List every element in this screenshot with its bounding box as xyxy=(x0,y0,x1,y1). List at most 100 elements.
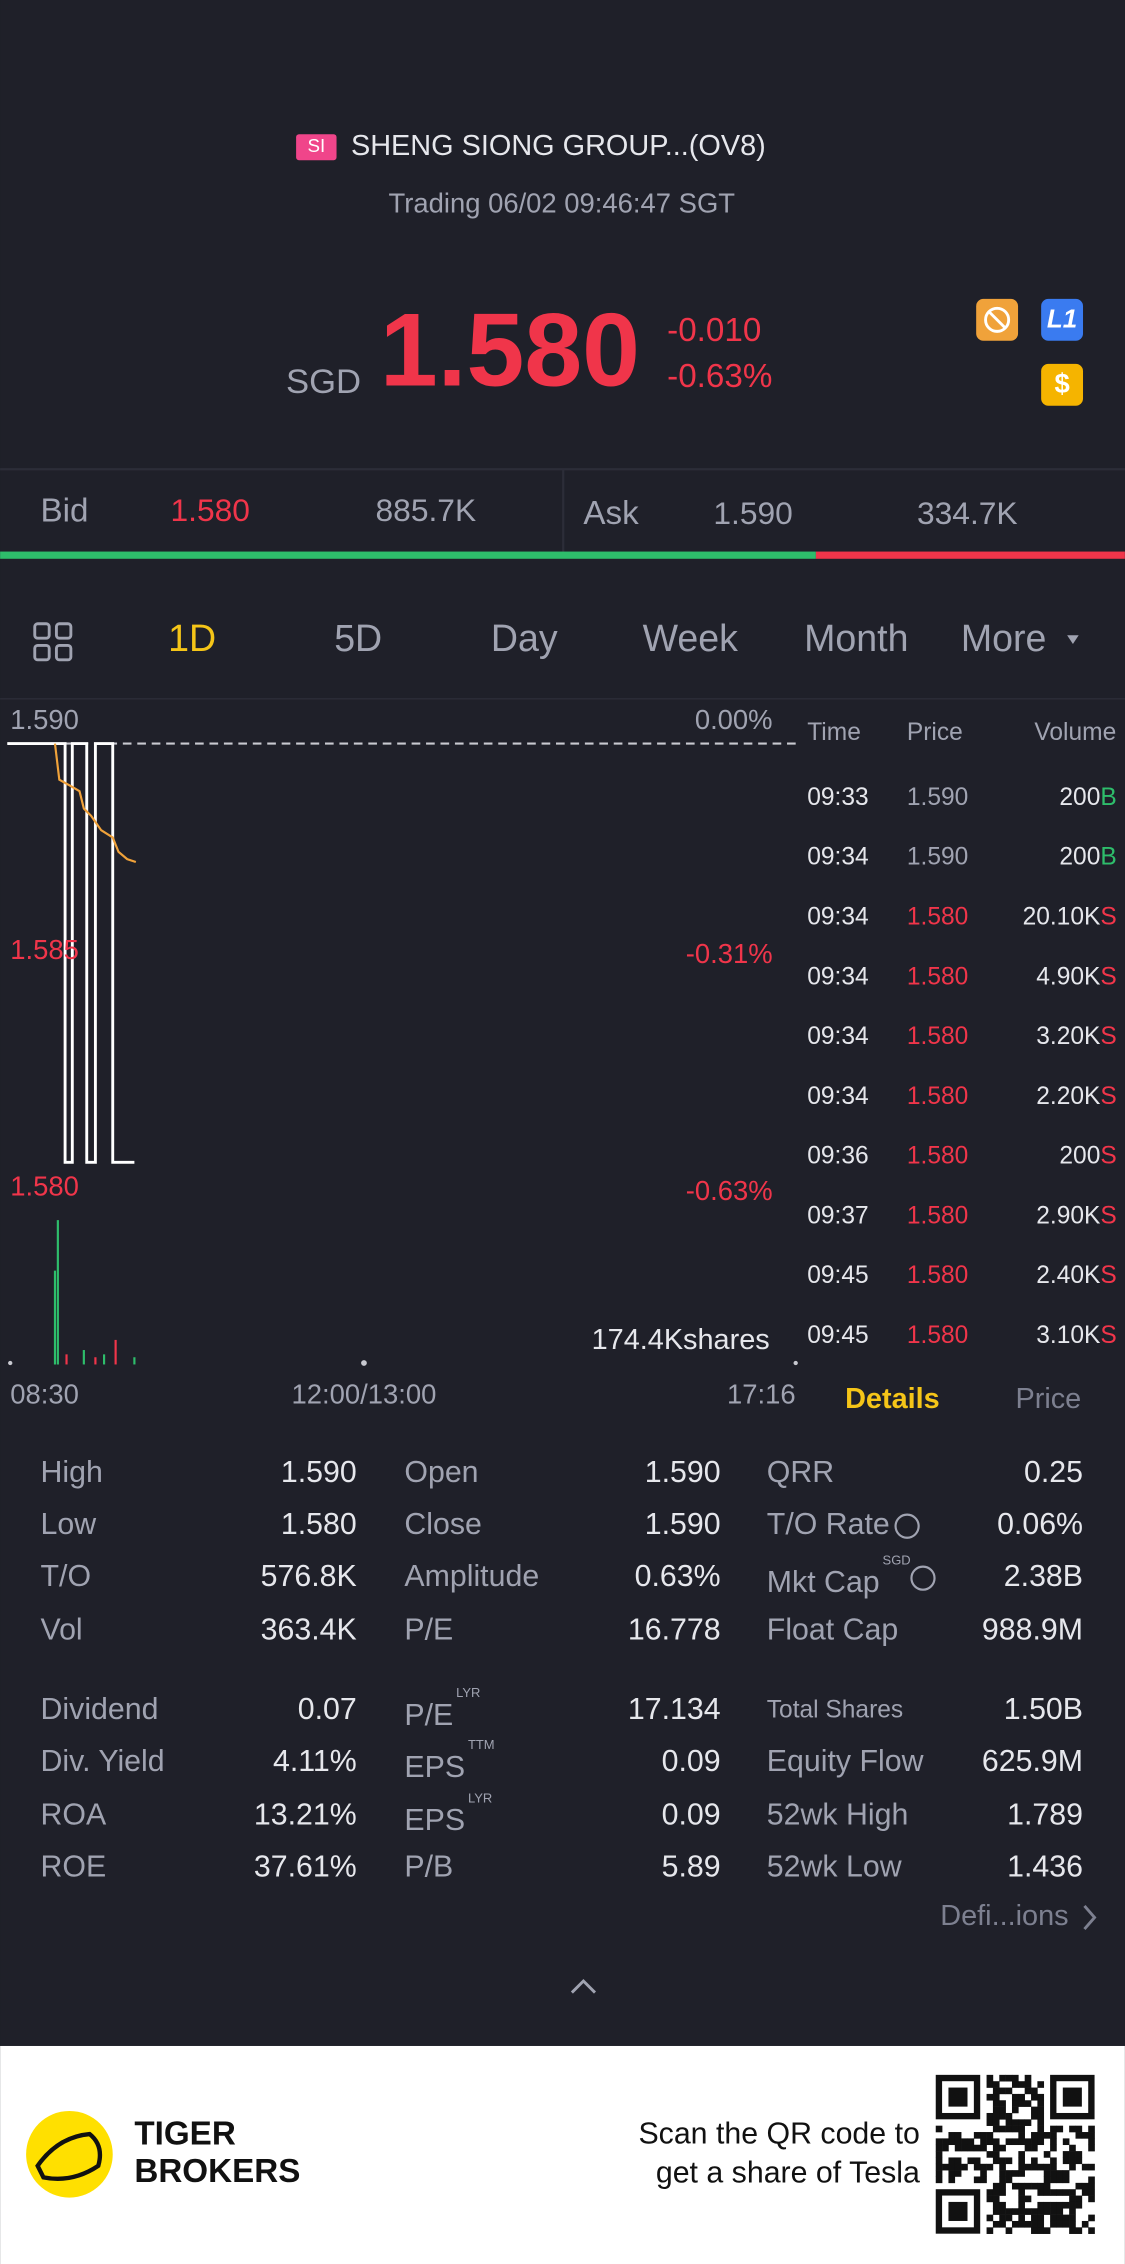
qr-module xyxy=(1037,2220,1045,2228)
qr-module xyxy=(1031,2087,1038,2095)
qr-module xyxy=(1050,2157,1057,2165)
qr-module xyxy=(1050,2189,1057,2196)
period-tab[interactable]: Month xyxy=(804,617,908,659)
trade-price: 1.580 xyxy=(907,1262,968,1289)
period-tab[interactable]: Day xyxy=(491,617,558,659)
qr-module xyxy=(1056,2176,1064,2184)
qr-module xyxy=(961,2138,968,2146)
qr-module xyxy=(1037,2189,1045,2196)
stat-value: 13.21% xyxy=(254,1798,357,1831)
qr-module xyxy=(1069,2125,1076,2133)
details-tab[interactable]: Details xyxy=(845,1383,940,1415)
collapse-chevron[interactable] xyxy=(570,1978,597,1994)
qr-module xyxy=(1031,2112,1038,2120)
qr-module xyxy=(1018,2093,1025,2101)
trade-header: Volume xyxy=(1034,719,1116,746)
qr-module xyxy=(1005,2176,1013,2184)
period-tab[interactable]: 1D xyxy=(168,617,216,659)
stat-value: 16.778 xyxy=(628,1614,721,1647)
period-tab[interactable]: 5D xyxy=(334,617,382,659)
qr-module xyxy=(1005,2074,1013,2082)
price-tab[interactable]: Price xyxy=(1015,1383,1081,1415)
qr-module xyxy=(1018,2157,1025,2165)
qr-module xyxy=(992,2201,1000,2209)
currency-badge: $ xyxy=(1054,368,1069,399)
stat-label-superscript: LYR xyxy=(456,1685,480,1700)
qr-module xyxy=(1037,2119,1045,2126)
qr-module xyxy=(1018,2132,1025,2139)
qr-module xyxy=(935,2125,943,2133)
qr-module xyxy=(1043,2151,1051,2158)
qr-module xyxy=(986,2195,994,2203)
qr-module xyxy=(1069,2214,1076,2222)
qr-module xyxy=(1031,2138,1038,2146)
qr-module xyxy=(980,2176,987,2184)
trade-volume: 3.10K xyxy=(1036,1322,1101,1349)
qr-module xyxy=(1081,2132,1089,2139)
qr-module xyxy=(1005,2214,1013,2222)
trade-side: S xyxy=(1100,1143,1116,1170)
stat-value: 625.9M xyxy=(982,1745,1083,1778)
qr-module xyxy=(999,2144,1006,2152)
qr-module xyxy=(1011,2106,1019,2114)
qr-module xyxy=(935,2151,943,2158)
qr-module xyxy=(1062,2151,1070,2158)
qr-module xyxy=(948,2157,956,2165)
trade-price: 1.580 xyxy=(907,1322,968,1349)
qr-module xyxy=(1069,2151,1076,2158)
info-icon[interactable] xyxy=(894,1513,920,1539)
qr-module xyxy=(992,2189,1000,2196)
qr-module xyxy=(1037,2093,1045,2101)
qr-module xyxy=(986,2093,994,2101)
qr-module xyxy=(1024,2182,1032,2190)
bid-size: 885.7K xyxy=(376,492,477,528)
qr-module xyxy=(1018,2220,1025,2228)
qr-module xyxy=(1037,2106,1045,2114)
time-axis-label: 17:16 xyxy=(727,1378,796,1409)
period-tab[interactable]: More xyxy=(961,617,1047,659)
qr-module xyxy=(1018,2081,1025,2088)
chevron-right[interactable] xyxy=(1083,1904,1097,1930)
qr-module xyxy=(980,2144,987,2152)
qr-module xyxy=(992,2220,1000,2228)
stat-value: 0.09 xyxy=(662,1745,721,1778)
stat-label: Vol xyxy=(41,1614,83,1647)
qr-module xyxy=(1056,2208,1064,2215)
stat-label: Low xyxy=(41,1508,97,1541)
qr-module xyxy=(1043,2163,1051,2171)
qr-module xyxy=(1043,2189,1051,2196)
ask-ratio-bar xyxy=(815,551,1125,559)
layout-icon[interactable] xyxy=(33,622,73,662)
qr-module xyxy=(992,2208,1000,2215)
qr-module xyxy=(992,2144,1000,2152)
qr-module xyxy=(1005,2208,1013,2215)
trade-side: S xyxy=(1100,1322,1116,1349)
trade-time: 09:45 xyxy=(807,1262,868,1289)
trade-volume: 2.90K xyxy=(1036,1202,1101,1229)
qr-module xyxy=(1043,2170,1051,2177)
stat-value: 37.61% xyxy=(254,1850,357,1883)
bid-ratio-bar xyxy=(0,551,816,559)
stat-label: Mkt Cap xyxy=(767,1566,880,1599)
stat-label-superscript: LYR xyxy=(468,1791,492,1806)
qr-module xyxy=(1018,2163,1025,2171)
qr-module xyxy=(1069,2201,1076,2209)
qr-module xyxy=(1075,2182,1083,2190)
stat-label: Total Shares xyxy=(767,1696,903,1723)
qr-module xyxy=(973,2157,981,2165)
stat-value: 363.4K xyxy=(261,1614,357,1647)
qr-module xyxy=(1050,2214,1057,2222)
qr-module xyxy=(954,2163,962,2171)
qr-module xyxy=(1088,2214,1095,2222)
definitions-link[interactable]: Defi...ions xyxy=(940,1900,1068,1932)
qr-module xyxy=(942,2144,949,2152)
info-icon[interactable] xyxy=(910,1565,936,1591)
qr-module xyxy=(942,2163,949,2171)
qr-module xyxy=(1081,2220,1089,2228)
qr-module xyxy=(1037,2201,1045,2209)
stat-label: Float Cap xyxy=(767,1614,898,1647)
volume-bars xyxy=(53,1220,136,1365)
stat-label: T/O Rate xyxy=(767,1508,890,1541)
period-tab[interactable]: Week xyxy=(643,617,738,659)
stat-label-superscript: TTM xyxy=(468,1737,495,1752)
